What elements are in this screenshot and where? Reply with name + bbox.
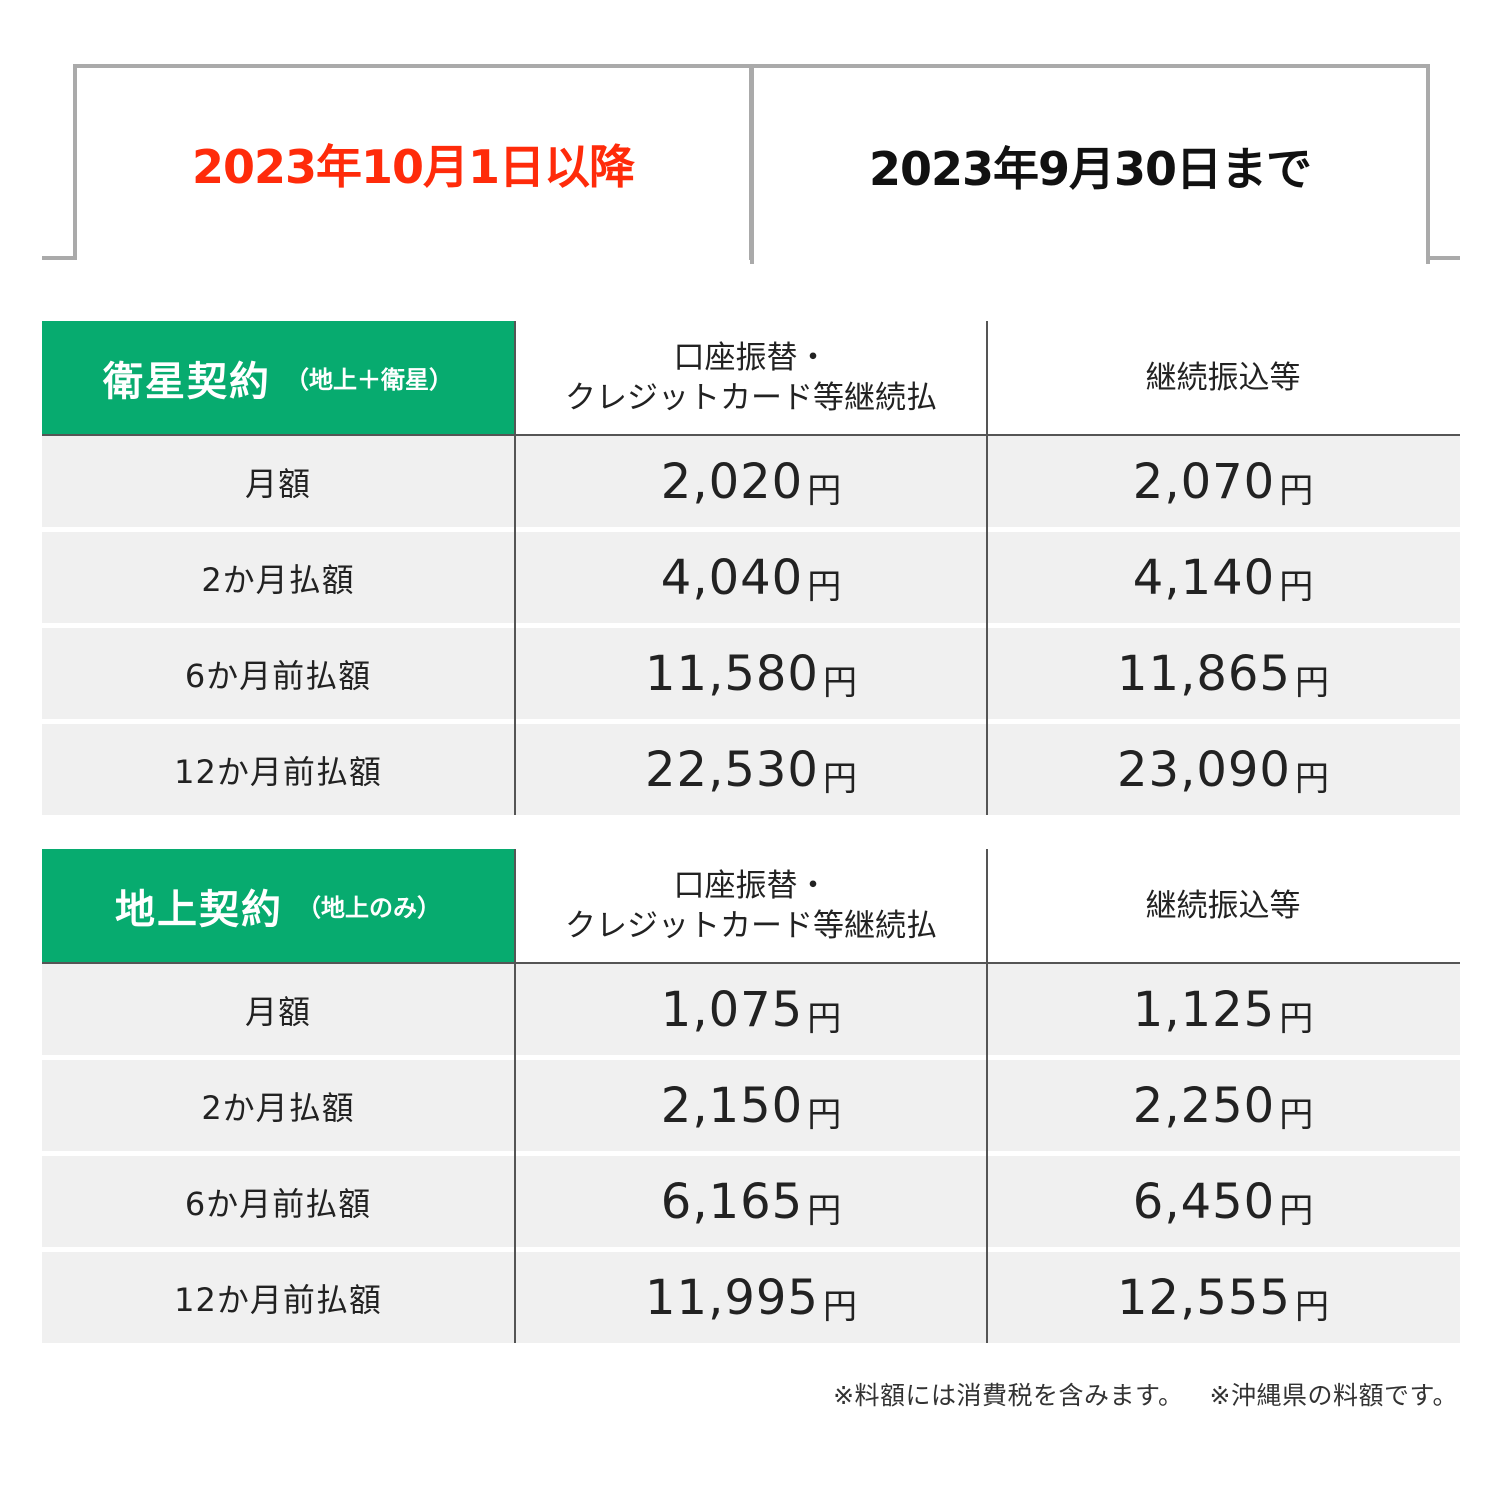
price-unit: 円 <box>807 567 842 607</box>
table-header: 地上契約 （地上のみ） 口座振替・ クレジットカード等継続払 継続振込等 <box>42 849 1460 964</box>
price-unit: 円 <box>1279 567 1314 607</box>
tab-label: 2023年10月1日以降 <box>191 140 635 194</box>
price-cell: 23,090 円 <box>986 724 1458 815</box>
price-cell: 12,555 円 <box>986 1252 1458 1343</box>
row-label: 月額 <box>244 464 311 503</box>
price-unit: 円 <box>807 1191 842 1231</box>
tab-from-2023-10-01[interactable]: 2023年10月1日以降 <box>73 64 753 260</box>
price-value: 6,450 <box>1132 1173 1276 1230</box>
price-value: 4,140 <box>1132 549 1276 606</box>
price-cell: 1,125 円 <box>986 964 1458 1055</box>
price-cell: 4,040 円 <box>514 532 986 623</box>
price-value: 1,075 <box>660 981 804 1038</box>
price-unit: 円 <box>807 999 842 1039</box>
row-label: 2か月払額 <box>201 560 355 599</box>
table-row: 6か月前払額 11,580 円 11,865 円 <box>42 628 1460 719</box>
price-unit: 円 <box>1279 1095 1314 1135</box>
row-separator <box>42 719 1460 724</box>
tab-until-2023-09-30[interactable]: 2023年9月30日まで <box>750 64 1430 264</box>
column-header-account-transfer: 口座振替・ クレジットカード等継続払 <box>514 849 986 962</box>
price-cell: 2,020 円 <box>514 436 986 527</box>
price-value: 2,150 <box>660 1077 804 1134</box>
terrestrial-contract-table: 地上契約 （地上のみ） 口座振替・ クレジットカード等継続払 継続振込等 月額 … <box>42 849 1460 1343</box>
price-cell: 6,165 円 <box>514 1156 986 1247</box>
row-label: 月額 <box>244 992 311 1031</box>
row-separator <box>42 623 1460 628</box>
row-separator <box>42 1151 1460 1156</box>
price-value: 23,090 <box>1117 741 1291 798</box>
contract-type-header: 地上契約 （地上のみ） <box>42 849 514 962</box>
price-value: 2,070 <box>1132 453 1276 510</box>
price-value: 2,020 <box>660 453 804 510</box>
price-unit: 円 <box>1279 1191 1314 1231</box>
price-cell: 2,250 円 <box>986 1060 1458 1151</box>
table-row: 月額 1,075 円 1,125 円 <box>42 964 1460 1055</box>
table-row: 2か月払額 4,040 円 4,140 円 <box>42 532 1460 623</box>
tab-label: 2023年9月30日まで <box>868 142 1312 196</box>
price-cell: 1,075 円 <box>514 964 986 1055</box>
row-label: 2か月払額 <box>201 1088 355 1127</box>
column-header-account-transfer: 口座振替・ クレジットカード等継続払 <box>514 321 986 434</box>
price-unit: 円 <box>1279 471 1314 511</box>
price-unit: 円 <box>1294 1287 1329 1327</box>
table-row: 6か月前払額 6,165 円 6,450 円 <box>42 1156 1460 1247</box>
price-value: 11,995 <box>645 1269 819 1326</box>
row-separator <box>42 1247 1460 1252</box>
price-value: 4,040 <box>660 549 804 606</box>
price-unit: 円 <box>822 1287 857 1327</box>
column-header-label: 継続振込等 <box>1145 359 1301 396</box>
contract-subtitle: （地上＋衛星） <box>285 366 453 394</box>
contract-title: 地上契約 <box>115 886 283 933</box>
price-unit: 円 <box>1294 663 1329 703</box>
footnote-tax: ※料額には消費税を含みます。 <box>833 1381 1184 1410</box>
row-separator <box>42 1055 1460 1060</box>
price-cell: 2,070 円 <box>986 436 1458 527</box>
price-unit: 円 <box>822 759 857 799</box>
price-cell: 11,580 円 <box>514 628 986 719</box>
row-label: 12か月前払額 <box>174 752 382 791</box>
table-row: 12か月前払額 11,995 円 12,555 円 <box>42 1252 1460 1343</box>
price-cell: 11,865 円 <box>986 628 1458 719</box>
table-row: 12か月前払額 22,530 円 23,090 円 <box>42 724 1460 815</box>
price-cell: 11,995 円 <box>514 1252 986 1343</box>
price-value: 11,865 <box>1117 645 1291 702</box>
row-separator <box>42 527 1460 532</box>
price-value: 1,125 <box>1132 981 1276 1038</box>
price-cell: 6,450 円 <box>986 1156 1458 1247</box>
price-cell: 2,150 円 <box>514 1060 986 1151</box>
satellite-contract-table: 衛星契約 （地上＋衛星） 口座振替・ クレジットカード等継続払 継続振込等 月額… <box>42 321 1460 815</box>
column-header-label: 継続振込等 <box>1145 887 1301 924</box>
tab-active-cover <box>754 252 1426 262</box>
table-row: 月額 2,020 円 2,070 円 <box>42 436 1460 527</box>
column-header-continuous-transfer: 継続振込等 <box>986 849 1458 962</box>
price-value: 11,580 <box>645 645 819 702</box>
contract-type-header: 衛星契約 （地上＋衛星） <box>42 321 514 434</box>
row-label: 6か月前払額 <box>184 656 372 695</box>
price-value: 12,555 <box>1117 1269 1291 1326</box>
price-value: 6,165 <box>660 1173 804 1230</box>
table-row: 2か月払額 2,150 円 2,250 円 <box>42 1060 1460 1151</box>
column-header-line1: 口座振替・ <box>673 339 829 376</box>
row-label: 12か月前払額 <box>174 1280 382 1319</box>
row-label: 6か月前払額 <box>184 1184 372 1223</box>
price-unit: 円 <box>807 471 842 511</box>
footnote-okinawa: ※沖縄県の料額です。 <box>1209 1381 1458 1410</box>
price-unit: 円 <box>1279 999 1314 1039</box>
price-cell: 4,140 円 <box>986 532 1458 623</box>
column-header-continuous-transfer: 継続振込等 <box>986 321 1458 434</box>
column-header-line1: 口座振替・ <box>673 867 829 904</box>
price-unit: 円 <box>807 1095 842 1135</box>
price-value: 2,250 <box>1132 1077 1276 1134</box>
column-header-line2: クレジットカード等継続払 <box>565 379 937 416</box>
contract-subtitle: （地上のみ） <box>297 894 441 922</box>
price-cell: 22,530 円 <box>514 724 986 815</box>
footnotes: ※料額には消費税を含みます。 ※沖縄県の料額です。 <box>833 1376 1458 1412</box>
column-header-line2: クレジットカード等継続払 <box>565 907 937 944</box>
price-unit: 円 <box>1294 759 1329 799</box>
price-unit: 円 <box>822 663 857 703</box>
contract-title: 衛星契約 <box>103 358 271 405</box>
price-value: 22,530 <box>645 741 819 798</box>
table-header: 衛星契約 （地上＋衛星） 口座振替・ クレジットカード等継続払 継続振込等 <box>42 321 1460 436</box>
